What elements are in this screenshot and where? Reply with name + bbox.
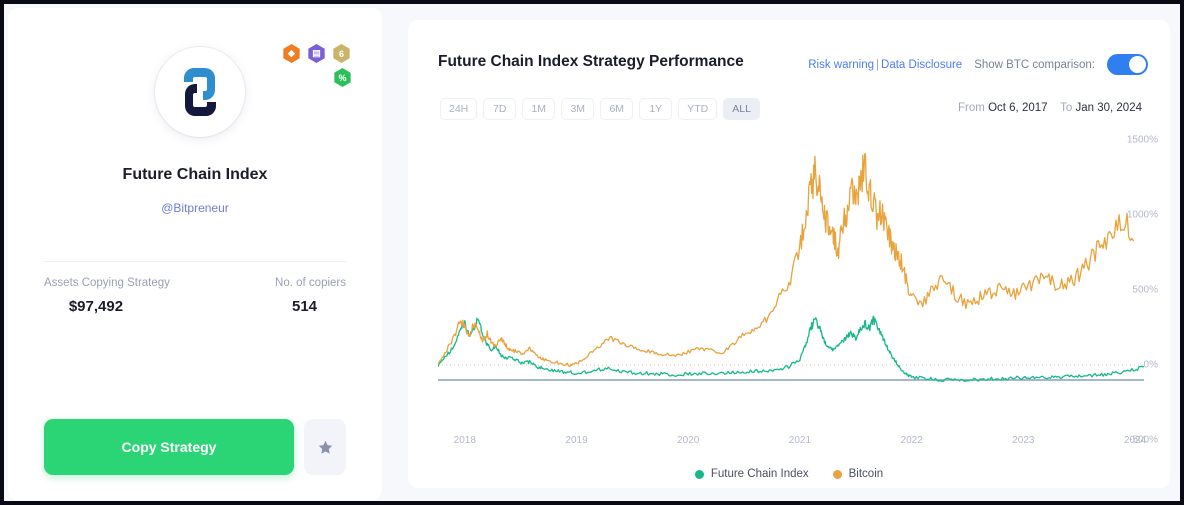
y-axis-labels: 1500% 1000% 500% 0% -500% [1114, 135, 1170, 446]
to-label: To [1060, 102, 1073, 114]
y-tick-label: 500% [1132, 284, 1158, 296]
from-label: From [958, 102, 985, 114]
avatar [155, 47, 245, 137]
data-disclosure-link[interactable]: Data Disclosure [881, 58, 963, 71]
stat-assets-label: Assets Copying Strategy [44, 277, 170, 289]
y-tick-label: -500% [1129, 434, 1158, 446]
x-tick-label: 2023 [1012, 435, 1035, 446]
range-button-6m[interactable]: 6M [600, 98, 634, 120]
x-tick-label: 2019 [565, 435, 588, 446]
range-button-ytd[interactable]: YTD [678, 98, 718, 120]
x-tick-label: 2020 [677, 435, 700, 446]
disclosure-links: Risk warning | Data Disclosure [808, 59, 962, 71]
btc-comparison-toggle[interactable] [1107, 54, 1148, 75]
x-tick-label: 2022 [900, 435, 923, 446]
range-button-7d[interactable]: 7D [483, 98, 517, 120]
badge-purple-icon: ▤ [308, 44, 325, 63]
badge-row-bottom: % [282, 68, 362, 87]
badge-group: ◆ ▤ 6 % [282, 44, 362, 87]
time-range-selector: 24H 7D 1M 3M 6M 1Y YTD ALL [440, 98, 760, 120]
profile-name: Future Chain Index [122, 166, 268, 183]
x-tick-label: 2018 [453, 435, 476, 446]
legend-item-bitcoin[interactable]: Bitcoin [832, 468, 884, 480]
from-value[interactable]: Oct 6, 2017 [988, 102, 1048, 114]
range-button-all[interactable]: ALL [723, 98, 760, 120]
x-tick-label: 2024 [1123, 435, 1147, 446]
legend-dot-strategy [694, 469, 704, 479]
toggle-knob [1129, 56, 1146, 73]
stat-copiers-value: 514 [292, 298, 318, 315]
series-line-strategy [437, 315, 1145, 383]
to-value[interactable]: Jan 30, 2024 [1075, 102, 1142, 114]
profile-card: ◆ ▤ 6 % Future Chain Index @Bitpreneur A… [8, 8, 382, 500]
legend-label-bitcoin: Bitcoin [848, 468, 884, 480]
stat-assets: Assets Copying Strategy $97,492 [44, 277, 170, 315]
star-icon [318, 440, 332, 454]
chart-header: Future Chain Index Strategy Performance … [438, 50, 1148, 78]
divider [44, 261, 346, 262]
legend-dot-bitcoin [832, 469, 842, 479]
y-tick-label: 0% [1143, 359, 1158, 371]
chart-header-controls: Risk warning | Data Disclosure Show BTC co… [808, 54, 1148, 75]
chart-title: Future Chain Index Strategy Performance [438, 53, 744, 70]
app-screen: ◆ ▤ 6 % Future Chain Index @Bitpreneur A… [4, 4, 1180, 501]
x-tick-label: 2021 [788, 435, 812, 446]
performance-chart-plot[interactable] [437, 140, 1145, 440]
chart-legend: Future Chain Index Bitcoin [408, 468, 1170, 480]
series-line-bitcoin [437, 153, 1135, 368]
risk-warning-link[interactable]: Risk warning [808, 58, 875, 71]
badge-orange-glyph: ◆ [288, 48, 295, 58]
badge-orange-icon: ◆ [283, 44, 300, 63]
legend-label-strategy: Future Chain Index [710, 468, 809, 480]
badge-green-icon: % [334, 68, 351, 87]
badge-gold-icon: 6 [333, 44, 350, 63]
stat-copiers-label: No. of copiers [275, 277, 346, 289]
badge-purple-glyph: ▤ [312, 48, 321, 58]
stat-copiers: No. of copiers 514 [275, 277, 346, 315]
range-button-1y[interactable]: 1Y [639, 98, 673, 120]
range-button-1m[interactable]: 1M [522, 98, 556, 120]
stats-row: Assets Copying Strategy $97,492 No. of c… [44, 277, 346, 315]
links-separator: | [876, 58, 880, 71]
y-tick-label: 1000% [1126, 209, 1158, 221]
range-button-3m[interactable]: 3M [561, 98, 595, 120]
y-tick-label: 1500% [1126, 134, 1158, 146]
chain-link-logo-icon [183, 68, 217, 116]
btc-comparison-label: Show BTC comparison: [974, 58, 1095, 71]
favorite-button[interactable] [304, 419, 346, 475]
chart-card: Future Chain Index Strategy Performance … [408, 20, 1170, 488]
copy-strategy-button[interactable]: Copy Strategy [44, 419, 294, 475]
date-range-display[interactable]: From Oct 6, 2017 To Jan 30, 2024 [958, 102, 1142, 114]
badge-row-top: ◆ ▤ 6 [282, 44, 362, 63]
legend-item-strategy[interactable]: Future Chain Index [694, 468, 809, 480]
badge-green-glyph: % [338, 72, 347, 83]
stat-assets-value: $97,492 [68, 298, 124, 315]
badge-gold-glyph: 6 [338, 48, 344, 59]
action-row: Copy Strategy [44, 419, 346, 475]
profile-handle[interactable]: @Bitpreneur [161, 201, 229, 215]
chart-svg [437, 153, 1145, 383]
range-button-24h[interactable]: 24H [440, 98, 478, 120]
x-axis-labels: 2018 2019 2020 2021 2022 2023 2024 [438, 435, 1147, 455]
